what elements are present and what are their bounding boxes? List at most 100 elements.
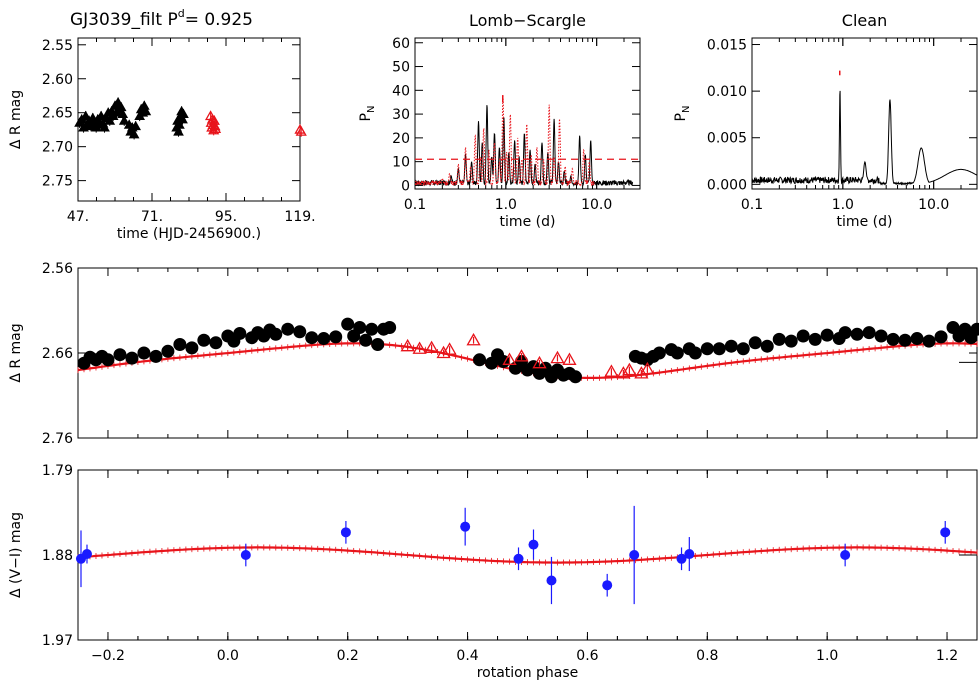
y-axis-label: Δ (V−I) mag: [8, 512, 24, 598]
data-point: [700, 342, 714, 356]
periodogram-series: [415, 105, 634, 188]
x-tick-label: 1.2: [936, 648, 958, 664]
data-point: [209, 120, 221, 131]
y-tick-label: 60: [392, 36, 410, 52]
data-point: [305, 331, 319, 345]
x-tick-label: 10.0: [581, 197, 612, 213]
data-point: [442, 342, 457, 355]
data-point: [329, 330, 343, 344]
data-point: [130, 120, 142, 131]
data-point: [177, 113, 188, 124]
data-point: [862, 326, 876, 340]
data-point: [173, 338, 187, 351]
x-axis-label: time (d): [837, 214, 893, 230]
data-point: [340, 527, 351, 538]
data-point: [886, 332, 900, 346]
panel-clean: 0.000 0.005 0.010 0.015 0.1 1.0 10.0 time (d) Cl…: [673, 11, 978, 230]
data-point: [562, 352, 577, 365]
y-tick-label: 0.005: [707, 131, 747, 147]
chart-title: Clean: [842, 11, 887, 30]
data-point: [898, 333, 912, 347]
data-point: [640, 361, 655, 375]
figure-title: GJ3039_filt Pd= 0.925: [70, 7, 253, 30]
x-tick-label: 0.6: [576, 648, 598, 664]
data-point: [736, 342, 750, 356]
data-point: [185, 341, 199, 355]
data-point: [269, 327, 283, 341]
y-tick-label: 2.70: [42, 140, 73, 156]
data-point: [670, 346, 684, 360]
y-tick-label: 10: [392, 155, 410, 171]
data-point: [784, 334, 798, 348]
data-point: [568, 370, 582, 384]
data-point: [174, 119, 185, 129]
data-point: [634, 366, 649, 379]
data-point: [772, 332, 786, 346]
y-tick-label: 2.66: [42, 346, 73, 362]
clean-series: [752, 90, 977, 187]
data-point: [874, 329, 888, 343]
data-point: [466, 332, 481, 346]
data-point: [295, 125, 307, 136]
x-axis-label: time (HJD-2456900.): [117, 226, 261, 242]
x-tick-label: 0.1: [741, 197, 763, 213]
data-point: [688, 346, 702, 360]
y-tick-label: 2.75: [42, 174, 73, 190]
x-tick-label: 0.2: [337, 648, 359, 664]
data-point: [820, 328, 834, 342]
data-point: [546, 575, 557, 586]
data-point: [400, 338, 415, 352]
data-point: [838, 326, 852, 340]
data-point: [128, 128, 140, 139]
data-point: [724, 339, 738, 353]
data-point: [365, 322, 379, 336]
data-point: [240, 550, 251, 560]
data-point: [341, 317, 355, 331]
data-point: [95, 110, 107, 120]
x-tick-label: 0.0: [217, 648, 239, 664]
x-tick-label: −0.2: [91, 648, 125, 664]
data-point: [550, 350, 565, 364]
y-axis-label: PN: [358, 106, 377, 122]
y-tick-label: 0.015: [707, 38, 747, 54]
y-tick-label: 1.97: [42, 633, 73, 649]
data-point: [209, 123, 222, 134]
x-tick-label: 0.1: [404, 197, 426, 213]
data-point: [197, 333, 211, 347]
x-tick-label: 10.0: [918, 197, 949, 213]
data-point: [910, 332, 924, 346]
y-tick-label: 0: [401, 178, 410, 194]
y-tick-label: 2.55: [42, 38, 73, 54]
x-axis-label: time (d): [500, 214, 556, 230]
data-point: [460, 521, 471, 532]
data-point: [208, 115, 220, 125]
x-tick-label: 0.8: [696, 648, 718, 664]
data-point: [684, 549, 695, 560]
data-point: [629, 550, 640, 560]
x-tick-label: 71.: [141, 209, 163, 225]
y-axis-label-subscript: N: [366, 106, 377, 113]
data-point: [532, 355, 547, 369]
data-point: [81, 549, 92, 560]
data-point: [808, 332, 822, 346]
data-point: [940, 527, 951, 538]
data-point: [137, 346, 151, 360]
panel-phase-VI: 1.79 1.88 1.97 −0.2 0.0 0.2 0.4 0.6 0.8 1.0 1.2 rot…: [8, 463, 978, 681]
data-point: [840, 550, 851, 560]
data-point: [173, 126, 184, 136]
data-point: [383, 321, 397, 334]
data-point: [99, 122, 110, 132]
y-tick-label: 1.88: [42, 548, 73, 564]
data-point: [514, 349, 529, 362]
data-point: [528, 539, 539, 550]
data-point: [125, 351, 139, 365]
data-point: [359, 333, 373, 347]
plot-frame: [414, 37, 641, 190]
panel-lomb-scargle: 0 10 20 30 40 50 60 0.1 1.0 10.0 time (d) Lomb−Scar…: [358, 11, 641, 230]
x-axis-label: rotation phase: [477, 665, 579, 681]
data-point: [161, 344, 175, 358]
data-point: [748, 336, 762, 350]
x-tick-label: 0.4: [456, 648, 478, 664]
data-point: [140, 105, 152, 116]
